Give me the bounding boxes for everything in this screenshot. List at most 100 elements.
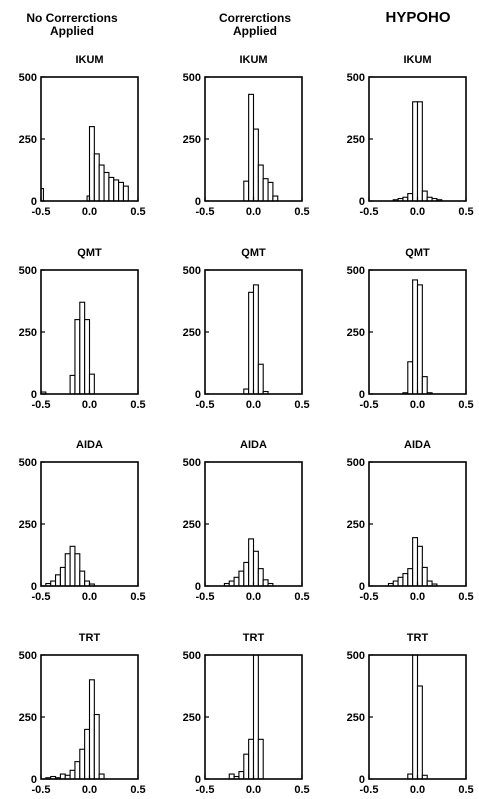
y-tick-label: 0 <box>195 196 201 208</box>
histogram-bar <box>407 568 414 587</box>
histogram-bar <box>421 566 428 587</box>
histogram-panel-0: IKUM 0 250 500 -0.5 0.0 0.5 <box>19 54 146 218</box>
y-tick-label: 250 <box>347 134 365 146</box>
y-tick-label: 0 <box>359 389 365 401</box>
histogram-bar <box>69 545 76 587</box>
histogram-bar <box>59 566 66 587</box>
x-tick-label: -0.5 <box>360 206 379 218</box>
x-tick-label: 0.5 <box>130 784 145 796</box>
histogram-bar <box>88 126 95 202</box>
histogram-bar <box>74 553 81 587</box>
histogram-bar <box>416 101 423 202</box>
panel-title: AIDA <box>76 439 103 451</box>
histogram-bar <box>118 181 124 202</box>
histogram-bar <box>252 654 259 780</box>
panel-title: QMT <box>77 247 102 259</box>
y-tick-label: 500 <box>347 265 365 277</box>
histogram-bar <box>248 738 255 780</box>
histogram-panel-10: TRT 0 250 500 -0.5 0.0 0.5 <box>183 632 310 796</box>
histogram-bar <box>412 654 419 780</box>
histogram-bar <box>69 769 76 780</box>
histogram-bar <box>248 291 255 395</box>
histogram-bar <box>74 761 81 780</box>
y-tick-label: 0 <box>359 196 365 208</box>
x-tick-label: -0.5 <box>360 784 379 796</box>
x-tick-label: -0.5 <box>32 399 51 411</box>
x-tick-label: -0.5 <box>360 399 379 411</box>
histogram-bar <box>421 190 428 202</box>
histogram-bar <box>416 284 423 395</box>
x-tick-label: 0.5 <box>130 591 145 603</box>
x-tick-label: 0.0 <box>82 206 97 218</box>
y-tick-label: 500 <box>183 72 201 84</box>
y-tick-label: 0 <box>31 389 37 401</box>
histogram-bar <box>243 180 250 202</box>
histogram-bar <box>79 748 86 780</box>
x-tick-label: -0.5 <box>196 591 215 603</box>
y-tick-label: 250 <box>183 134 201 146</box>
histogram-panel-3: QMT 0 250 500 -0.5 0.0 0.5 <box>19 247 146 411</box>
histogram-bar <box>257 164 264 202</box>
column-title-0-line-0: No Correrctions <box>26 11 118 25</box>
panel-title: AIDA <box>404 439 431 451</box>
x-tick-label: 0.5 <box>294 784 309 796</box>
y-tick-label: 0 <box>31 774 37 786</box>
histogram-bar <box>248 93 255 202</box>
histogram-panel-6: AIDA 0 250 500 -0.5 0.0 0.5 <box>19 439 146 603</box>
histogram-bar <box>93 713 100 780</box>
histogram-panel-7: AIDA 0 250 500 -0.5 0.0 0.5 <box>183 439 310 603</box>
histogram-bar <box>243 561 250 587</box>
histogram-panel-2: IKUM 0 250 500 -0.5 0.0 0.5 <box>347 54 474 218</box>
histogram-bar <box>397 576 404 587</box>
y-tick-label: 0 <box>31 581 37 593</box>
panel-title: QMT <box>405 247 430 259</box>
x-tick-label: 0.0 <box>82 399 97 411</box>
y-tick-label: 0 <box>195 389 201 401</box>
histogram-bar <box>74 319 81 395</box>
histogram-bar <box>257 738 264 780</box>
histogram-panel-9: TRT 0 250 500 -0.5 0.0 0.5 <box>19 632 146 796</box>
histogram-bar <box>257 568 264 587</box>
panel-title: TRT <box>243 632 265 644</box>
histogram-bar <box>243 753 250 780</box>
x-tick-label: 0.5 <box>458 784 473 796</box>
y-tick-label: 250 <box>19 712 37 724</box>
y-tick-label: 500 <box>19 265 37 277</box>
x-tick-label: 0.0 <box>410 784 425 796</box>
y-tick-label: 250 <box>347 712 365 724</box>
histogram-bar <box>233 576 240 587</box>
column-title-1-line-0: Correrctions <box>219 11 291 25</box>
x-tick-label: 0.0 <box>410 206 425 218</box>
y-tick-label: 500 <box>19 72 37 84</box>
x-tick-label: 0.0 <box>246 399 261 411</box>
panel-title: IKUM <box>403 54 431 66</box>
histogram-bar <box>252 284 259 395</box>
x-tick-label: 0.0 <box>82 591 97 603</box>
histogram-bar <box>88 373 95 395</box>
histogram-bar <box>252 128 259 202</box>
histogram-bar <box>402 573 409 587</box>
y-tick-label: 250 <box>347 327 365 339</box>
y-tick-label: 500 <box>19 457 37 469</box>
x-tick-label: 0.0 <box>246 591 261 603</box>
histogram-bar <box>69 374 76 395</box>
x-tick-label: -0.5 <box>196 784 215 796</box>
panel-title: IKUM <box>75 54 103 66</box>
y-tick-label: 250 <box>183 327 201 339</box>
histogram-panel-5: QMT 0 250 500 -0.5 0.0 0.5 <box>347 247 474 411</box>
histogram-bar <box>262 579 269 587</box>
x-tick-label: 0.5 <box>130 399 145 411</box>
histogram-panel-4: QMT 0 250 500 -0.5 0.0 0.5 <box>183 247 310 411</box>
x-tick-label: 0.0 <box>410 399 425 411</box>
y-tick-label: 250 <box>19 519 37 531</box>
y-tick-label: 500 <box>183 457 201 469</box>
histogram-bar <box>248 538 255 587</box>
panel-title: QMT <box>241 247 266 259</box>
histogram-bar <box>113 179 120 202</box>
x-tick-label: 0.0 <box>410 591 425 603</box>
histogram-bar <box>84 728 91 780</box>
histogram-bar <box>64 553 71 587</box>
y-tick-label: 250 <box>19 327 37 339</box>
histogram-bar <box>79 570 86 587</box>
